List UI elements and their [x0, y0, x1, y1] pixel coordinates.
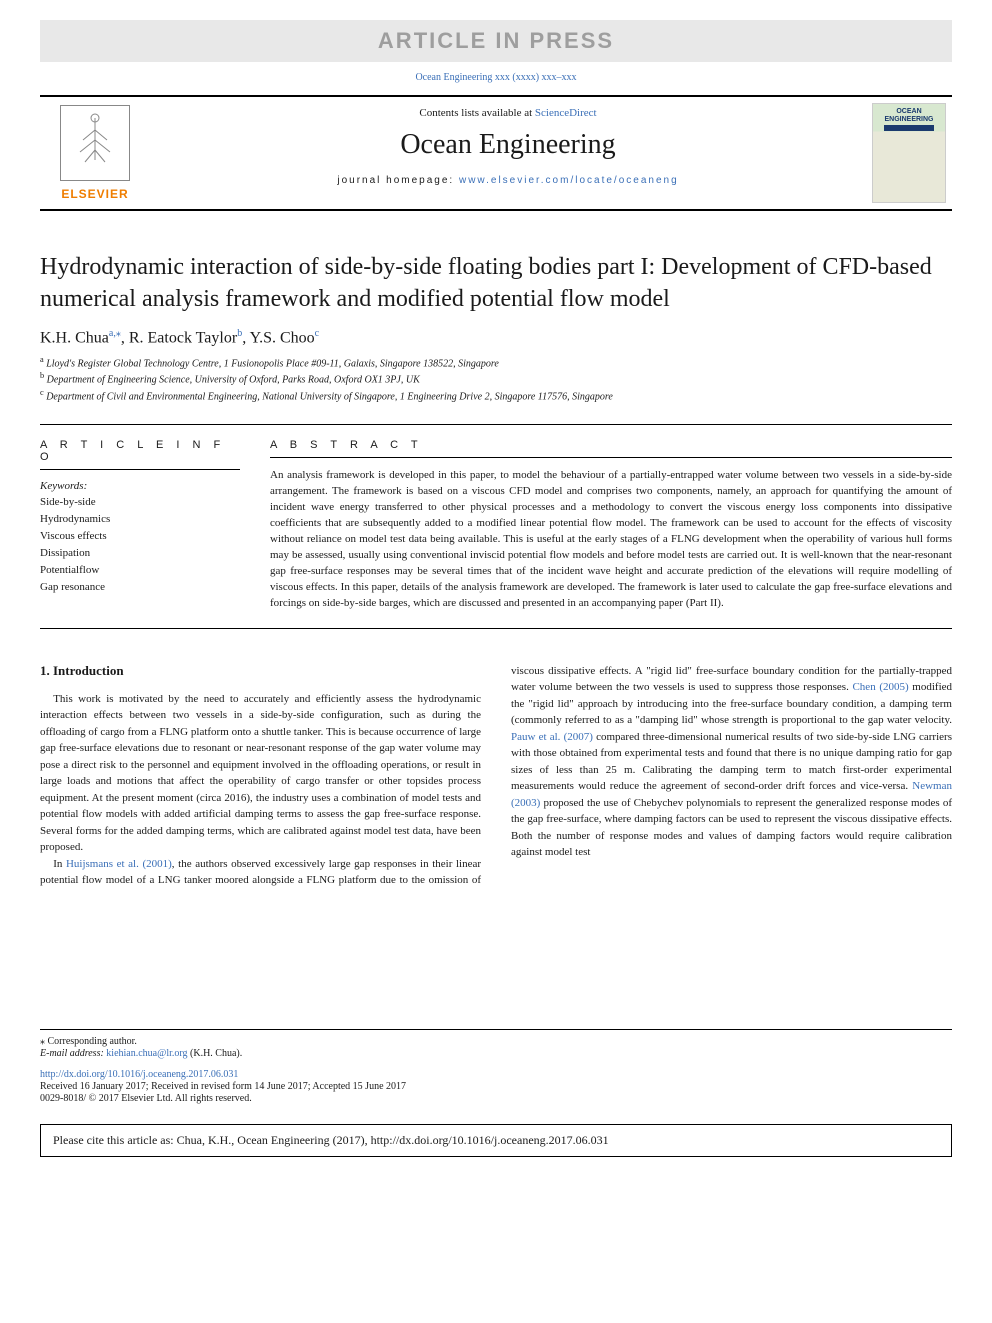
keyword: Viscous effects	[40, 528, 240, 545]
author-1: K.H. Chua	[40, 329, 109, 346]
doi-link[interactable]: http://dx.doi.org/10.1016/j.oceaneng.201…	[40, 1069, 238, 1080]
affiliation-a: a Lloyd's Register Global Technology Cen…	[40, 355, 952, 369]
paper-title: Hydrodynamic interaction of side-by-side…	[40, 251, 952, 316]
cover-bar	[884, 125, 934, 131]
main-content: Hydrodynamic interaction of side-by-side…	[40, 251, 952, 889]
citation-box: Please cite this article as: Chua, K.H.,…	[40, 1124, 952, 1157]
email-label: E-mail address:	[40, 1048, 106, 1059]
email-person: (K.H. Chua).	[188, 1048, 243, 1059]
author-3: Y.S. Choo	[250, 329, 315, 346]
journal-header-center: Contents lists available at ScienceDirec…	[150, 97, 866, 209]
p2-text-a: In	[53, 858, 66, 870]
affiliation-c: c Department of Civil and Environmental …	[40, 388, 952, 402]
keywords-label: Keywords:	[40, 480, 240, 492]
authors: K.H. Chuaa,⁎, R. Eatock Taylorb, Y.S. Ch…	[40, 328, 952, 347]
email-link[interactable]: kiehian.chua@lr.org	[106, 1048, 187, 1059]
reference-link[interactable]: Ocean Engineering xxx (xxxx) xxx–xxx	[415, 72, 576, 83]
corresponding-author: ⁎ Corresponding author.	[40, 1036, 952, 1047]
received-line: Received 16 January 2017; Received in re…	[40, 1081, 952, 1092]
homepage-prefix: journal homepage:	[337, 175, 459, 186]
p2-text-e: proposed the use of Chebychev polynomial…	[511, 797, 952, 859]
journal-header: ELSEVIER Contents lists available at Sci…	[40, 95, 952, 211]
contents-line: Contents lists available at ScienceDirec…	[150, 107, 866, 119]
keyword: Gap resonance	[40, 579, 240, 596]
article-info-head: A R T I C L E I N F O	[40, 439, 240, 470]
journal-title: Ocean Engineering	[150, 129, 866, 161]
citation-pauw[interactable]: Pauw et al. (2007)	[511, 731, 593, 743]
contents-prefix: Contents lists available at	[419, 107, 534, 119]
affil-sup-b: b	[40, 371, 44, 380]
article-in-press-banner: ARTICLE IN PRESS	[40, 20, 952, 62]
footer: ⁎ Corresponding author. E-mail address: …	[40, 1029, 952, 1104]
publisher-logo-box: ELSEVIER	[40, 97, 150, 209]
affiliation-b: b Department of Engineering Science, Uni…	[40, 371, 952, 385]
abstract-head: A B S T R A C T	[270, 439, 952, 458]
elsevier-tree-icon	[60, 105, 130, 181]
affil-text-b: Department of Engineering Science, Unive…	[47, 375, 420, 386]
reference-line: Ocean Engineering xxx (xxxx) xxx–xxx	[0, 72, 992, 83]
author-2-affil[interactable]: b	[237, 328, 242, 339]
homepage-link[interactable]: www.elsevier.com/locate/oceaneng	[459, 175, 679, 186]
citation-huijsmans[interactable]: Huijsmans et al. (2001)	[66, 858, 172, 870]
keyword: Hydrodynamics	[40, 511, 240, 528]
cover-title: OCEAN ENGINEERING	[873, 108, 945, 123]
copyright-line: 0029-8018/ © 2017 Elsevier Ltd. All righ…	[40, 1093, 952, 1104]
citation-chen[interactable]: Chen (2005)	[852, 681, 908, 693]
banner-text: ARTICLE IN PRESS	[378, 28, 614, 53]
affil-sup-a: a	[40, 355, 44, 364]
intro-para-1: This work is motivated by the need to ac…	[40, 691, 481, 856]
affil-text-c: Department of Civil and Environmental En…	[46, 391, 613, 402]
introduction-section: 1. Introduction This work is motivated b…	[40, 663, 952, 889]
abstract-col: A B S T R A C T An analysis framework is…	[270, 439, 952, 611]
author-1-affil[interactable]: a,	[109, 328, 116, 339]
author-1-corr[interactable]: ⁎	[116, 328, 121, 339]
doi-line: http://dx.doi.org/10.1016/j.oceaneng.201…	[40, 1069, 952, 1080]
article-info-col: A R T I C L E I N F O Keywords: Side-by-…	[40, 439, 240, 611]
abstract-text: An analysis framework is developed in th…	[270, 468, 952, 611]
publisher-name: ELSEVIER	[61, 187, 128, 201]
keyword: Side-by-side	[40, 494, 240, 511]
journal-cover-box: OCEAN ENGINEERING	[866, 97, 952, 209]
journal-cover: OCEAN ENGINEERING	[872, 103, 946, 203]
sciencedirect-link[interactable]: ScienceDirect	[535, 107, 597, 119]
homepage-line: journal homepage: www.elsevier.com/locat…	[150, 175, 866, 186]
keyword: Dissipation	[40, 545, 240, 562]
affil-text-a: Lloyd's Register Global Technology Centr…	[46, 358, 499, 369]
email-line: E-mail address: kiehian.chua@lr.org (K.H…	[40, 1048, 952, 1059]
author-2: R. Eatock Taylor	[129, 329, 237, 346]
section-title: 1. Introduction	[40, 663, 481, 679]
keyword: Potentialflow	[40, 562, 240, 579]
author-3-affil[interactable]: c	[315, 328, 319, 339]
citation-text: Please cite this article as: Chua, K.H.,…	[53, 1133, 609, 1147]
info-abstract-row: A R T I C L E I N F O Keywords: Side-by-…	[40, 424, 952, 628]
affil-sup-c: c	[40, 388, 44, 397]
